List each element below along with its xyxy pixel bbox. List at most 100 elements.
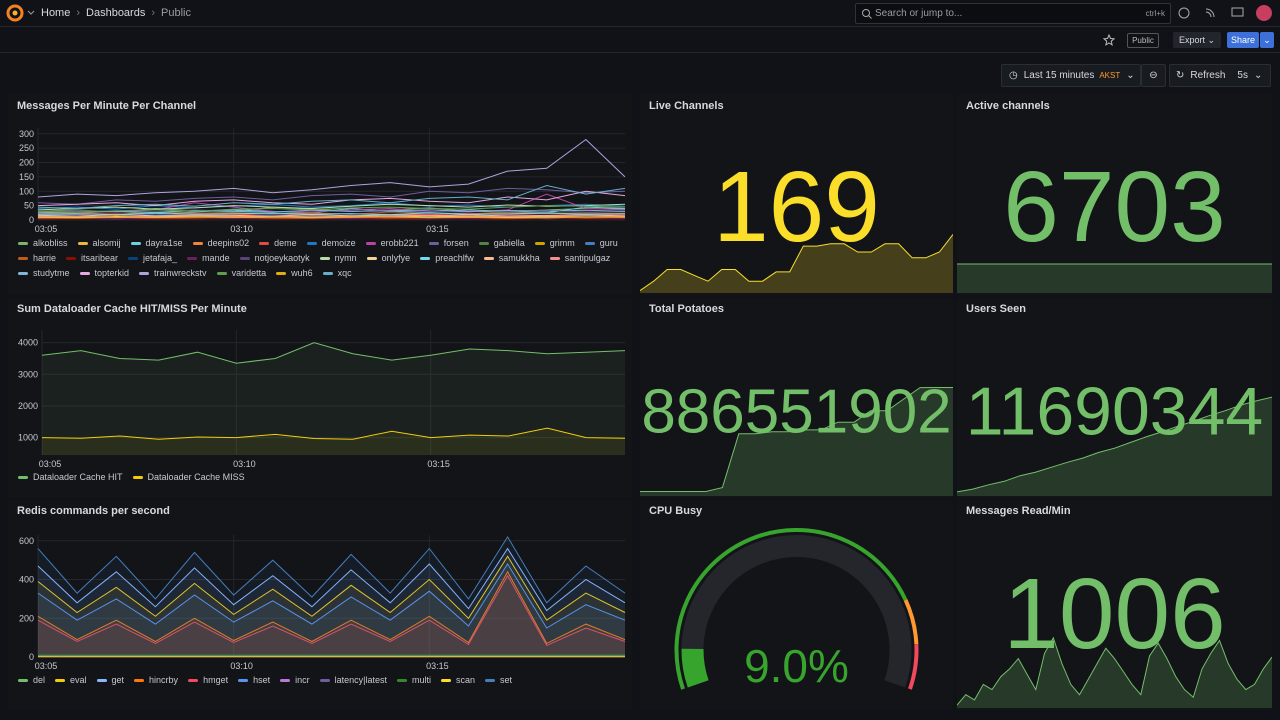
legend-item[interactable]: incr bbox=[280, 675, 310, 685]
y-tick-label: 0 bbox=[29, 652, 34, 662]
legend-item[interactable]: itsaribear bbox=[66, 253, 118, 263]
legend-item[interactable]: latency|latest bbox=[319, 675, 387, 685]
legend-item[interactable]: topterkid bbox=[79, 268, 129, 278]
legend-item[interactable]: gabiella bbox=[478, 238, 525, 248]
legend-swatch bbox=[216, 271, 227, 275]
legend-label: Dataloader Cache MISS bbox=[147, 472, 245, 482]
stat-value: 886551902 bbox=[641, 377, 951, 446]
legend-item[interactable]: forsen bbox=[428, 238, 469, 248]
legend-item[interactable]: del bbox=[18, 675, 45, 685]
legend-label: varidetta bbox=[231, 268, 267, 278]
series-line bbox=[37, 535, 626, 604]
legend-swatch bbox=[478, 241, 489, 245]
x-tick-label: 03:05 bbox=[39, 459, 62, 469]
export-button[interactable]: Export ⌄ bbox=[1173, 32, 1221, 48]
refresh-button[interactable]: ↻ Refresh 5s ⌄ bbox=[1169, 64, 1271, 87]
help-icon[interactable] bbox=[1178, 7, 1190, 19]
legend-item[interactable]: trainwreckstv bbox=[139, 268, 207, 278]
breadcrumb[interactable]: Home bbox=[41, 7, 71, 19]
legend-item[interactable]: scan bbox=[441, 675, 475, 685]
legend-item[interactable]: demoize bbox=[306, 238, 356, 248]
public-badge: Public bbox=[1127, 33, 1159, 48]
legend-label: deepins02 bbox=[207, 238, 250, 248]
header-icons bbox=[1178, 5, 1272, 21]
series-area bbox=[42, 428, 625, 455]
star-icon[interactable] bbox=[1103, 34, 1115, 46]
legend-item[interactable]: notjoeykaotyk bbox=[239, 253, 310, 263]
refresh-label: Refresh bbox=[1190, 70, 1226, 81]
legend-item[interactable]: grimm bbox=[534, 238, 575, 248]
legend-item[interactable]: get bbox=[96, 675, 125, 685]
monitor-icon[interactable] bbox=[1231, 7, 1244, 17]
news-icon[interactable] bbox=[1205, 8, 1215, 18]
legend-item[interactable]: Dataloader Cache HIT bbox=[18, 472, 123, 482]
share-button[interactable]: Share bbox=[1227, 32, 1259, 48]
legend-item[interactable]: onlyfye bbox=[366, 253, 410, 263]
legend-item[interactable]: xqc bbox=[322, 268, 352, 278]
legend-item[interactable]: preachlfw bbox=[420, 253, 474, 263]
legend-label: studytme bbox=[33, 268, 70, 278]
legend-item[interactable]: deme bbox=[259, 238, 297, 248]
legend-item[interactable]: erobb221 bbox=[365, 238, 419, 248]
legend-item[interactable]: jetafaja_ bbox=[128, 253, 177, 263]
legend-item[interactable]: studytme bbox=[18, 268, 70, 278]
legend-item[interactable]: alsomij bbox=[77, 238, 121, 248]
grafana-logo[interactable] bbox=[6, 4, 36, 22]
sparkline-area bbox=[957, 264, 1272, 293]
panel-canvas: 1000 2000 3000 4000 03:05 03:10 03:15 bbox=[18, 330, 626, 469]
legend-label: grimm bbox=[549, 238, 575, 248]
legend-item[interactable]: hmget bbox=[188, 675, 228, 685]
panel-title: Messages Per Minute Per Channel bbox=[17, 100, 197, 112]
sparkline bbox=[957, 396, 1272, 493]
time-picker[interactable]: ◷ Last 15 minutes AKST ⌄ bbox=[1001, 64, 1141, 87]
legend-item[interactable]: multi bbox=[396, 675, 431, 685]
legend-item[interactable]: varidetta bbox=[216, 268, 267, 278]
share-dropdown[interactable]: ⌄ bbox=[1260, 32, 1274, 48]
series-line bbox=[37, 216, 626, 219]
legend-item[interactable]: set bbox=[485, 675, 512, 685]
search-box[interactable]: Search or jump to... ctrl+k bbox=[855, 3, 1171, 24]
breadcrumb[interactable]: Dashboards bbox=[86, 7, 146, 19]
legend-item[interactable]: hset bbox=[238, 675, 270, 685]
legend-label: del bbox=[33, 675, 46, 685]
legend-swatch bbox=[549, 256, 560, 260]
legend-item[interactable]: samukkha bbox=[483, 253, 540, 263]
panel-canvas: 0 200 400 600 03:05 03:10 03:15 bbox=[19, 535, 626, 671]
x-tick-label: 03:10 bbox=[230, 661, 253, 671]
y-tick-label: 100 bbox=[19, 186, 34, 196]
legend-item[interactable]: mande bbox=[187, 253, 230, 263]
legend-item[interactable]: nymn bbox=[319, 253, 357, 263]
legend-swatch bbox=[485, 678, 496, 682]
y-tick-label: 200 bbox=[19, 158, 34, 168]
legend-item[interactable]: harrie bbox=[18, 253, 56, 263]
legend-item[interactable]: wuh6 bbox=[276, 268, 313, 278]
series-line bbox=[37, 187, 626, 205]
avatar[interactable] bbox=[1256, 5, 1272, 21]
panel: 1006 Messages Read/Min bbox=[957, 500, 1272, 710]
legend-label: preachlfw bbox=[435, 253, 474, 263]
series-line bbox=[41, 427, 626, 440]
legend-swatch bbox=[441, 678, 451, 682]
legend-label: eval bbox=[70, 675, 87, 685]
legend-item[interactable]: santipulgaz bbox=[549, 253, 610, 263]
refresh-icon: ↻ bbox=[1176, 70, 1185, 81]
legend-swatch bbox=[18, 475, 28, 479]
legend-item[interactable]: eval bbox=[55, 675, 87, 685]
legend-item[interactable]: Dataloader Cache MISS bbox=[132, 472, 245, 482]
series-line bbox=[37, 215, 626, 218]
legend-item[interactable]: hincrby bbox=[134, 675, 178, 685]
legend-item[interactable]: alkobliss bbox=[18, 238, 68, 248]
zoom-out-button[interactable]: ⊖ bbox=[1141, 64, 1166, 87]
legend-item[interactable]: guru bbox=[584, 238, 618, 248]
series-line bbox=[37, 190, 626, 207]
panel-canvas: 11690344 bbox=[957, 373, 1272, 496]
breadcrumbs: Home › Dashboards › Public bbox=[41, 7, 191, 19]
panel-canvas: 169 bbox=[640, 151, 953, 293]
legend-swatch bbox=[128, 256, 139, 260]
legend-item[interactable]: deepins02 bbox=[192, 238, 250, 248]
legend-swatch bbox=[322, 271, 333, 275]
legend-swatch bbox=[79, 271, 90, 275]
legend-label: get bbox=[111, 675, 125, 685]
legend-item[interactable]: dayra1se bbox=[130, 238, 183, 248]
panel: 0 200 400 600 03:05 03:10 03:15 Redis commands … bbox=[8, 500, 632, 710]
